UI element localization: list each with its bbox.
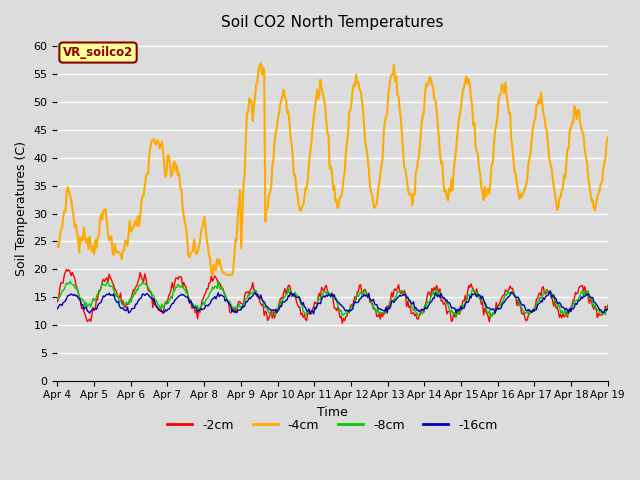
Y-axis label: Soil Temperatures (C): Soil Temperatures (C) xyxy=(15,141,28,276)
X-axis label: Time: Time xyxy=(317,406,348,419)
Legend: -2cm, -4cm, -8cm, -16cm: -2cm, -4cm, -8cm, -16cm xyxy=(163,414,502,437)
Title: Soil CO2 North Temperatures: Soil CO2 North Temperatures xyxy=(221,15,444,30)
Text: VR_soilco2: VR_soilco2 xyxy=(63,46,133,59)
